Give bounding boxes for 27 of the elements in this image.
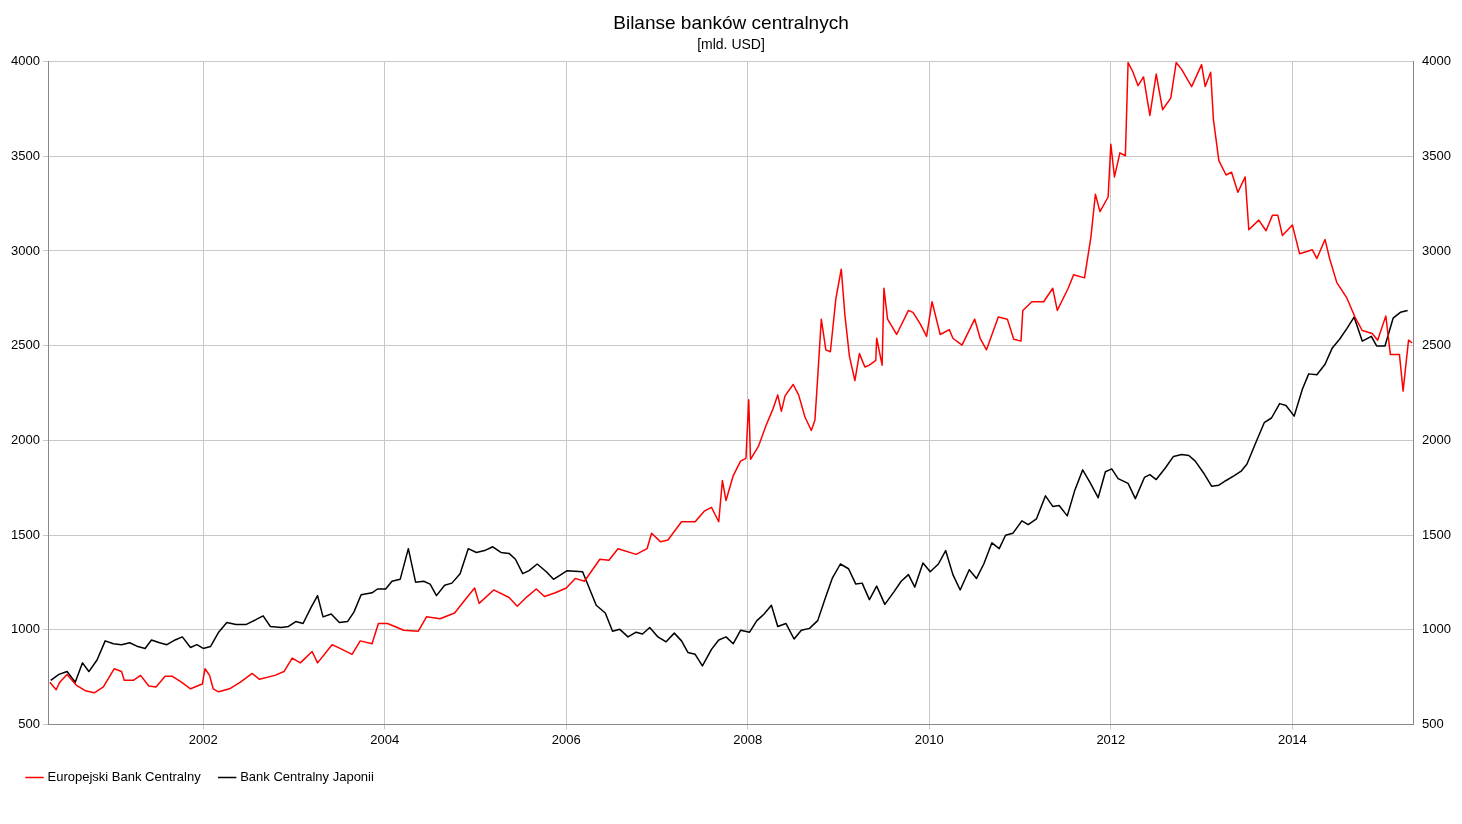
y2-tick-label: 3500 — [1422, 147, 1451, 163]
y-tick-label: 4000 — [11, 53, 40, 69]
x-tick-label: 2014 — [1277, 731, 1307, 747]
y2-tick-label: 4000 — [1422, 53, 1451, 69]
x-tick-label: 2012 — [1096, 731, 1126, 747]
x-tick-label: 2008 — [733, 731, 763, 747]
y-tick-label: 1500 — [11, 526, 40, 542]
y-tick-label: 2500 — [11, 337, 40, 353]
y2-tick-label: 500 — [1422, 715, 1444, 731]
x-tick-label: 2004 — [370, 731, 400, 747]
legend-label: Europejski Bank Centralny — [47, 769, 202, 785]
y2-tick-label: 3000 — [1422, 242, 1451, 258]
y2-tick-label: 1000 — [1422, 621, 1451, 637]
y2-tick-label: 2000 — [1422, 431, 1451, 447]
chart-title: Bilanse banków centralnych — [613, 11, 849, 33]
y-tick-label: 3500 — [11, 147, 40, 163]
y-tick-label: 3000 — [11, 242, 40, 258]
y-tick-label: 2000 — [11, 431, 40, 447]
y2-tick-label: 2500 — [1422, 337, 1451, 353]
x-tick-label: 2006 — [551, 731, 581, 747]
legend-label: Bank Centralny Japonii — [240, 769, 374, 785]
chart-subtitle: [mld. USD] — [697, 36, 765, 53]
y-tick-label: 500 — [18, 715, 40, 731]
x-tick-label: 2002 — [188, 731, 218, 747]
y2-tick-label: 1500 — [1422, 526, 1451, 542]
y-tick-label: 1000 — [11, 621, 40, 637]
x-tick-label: 2010 — [914, 731, 944, 747]
